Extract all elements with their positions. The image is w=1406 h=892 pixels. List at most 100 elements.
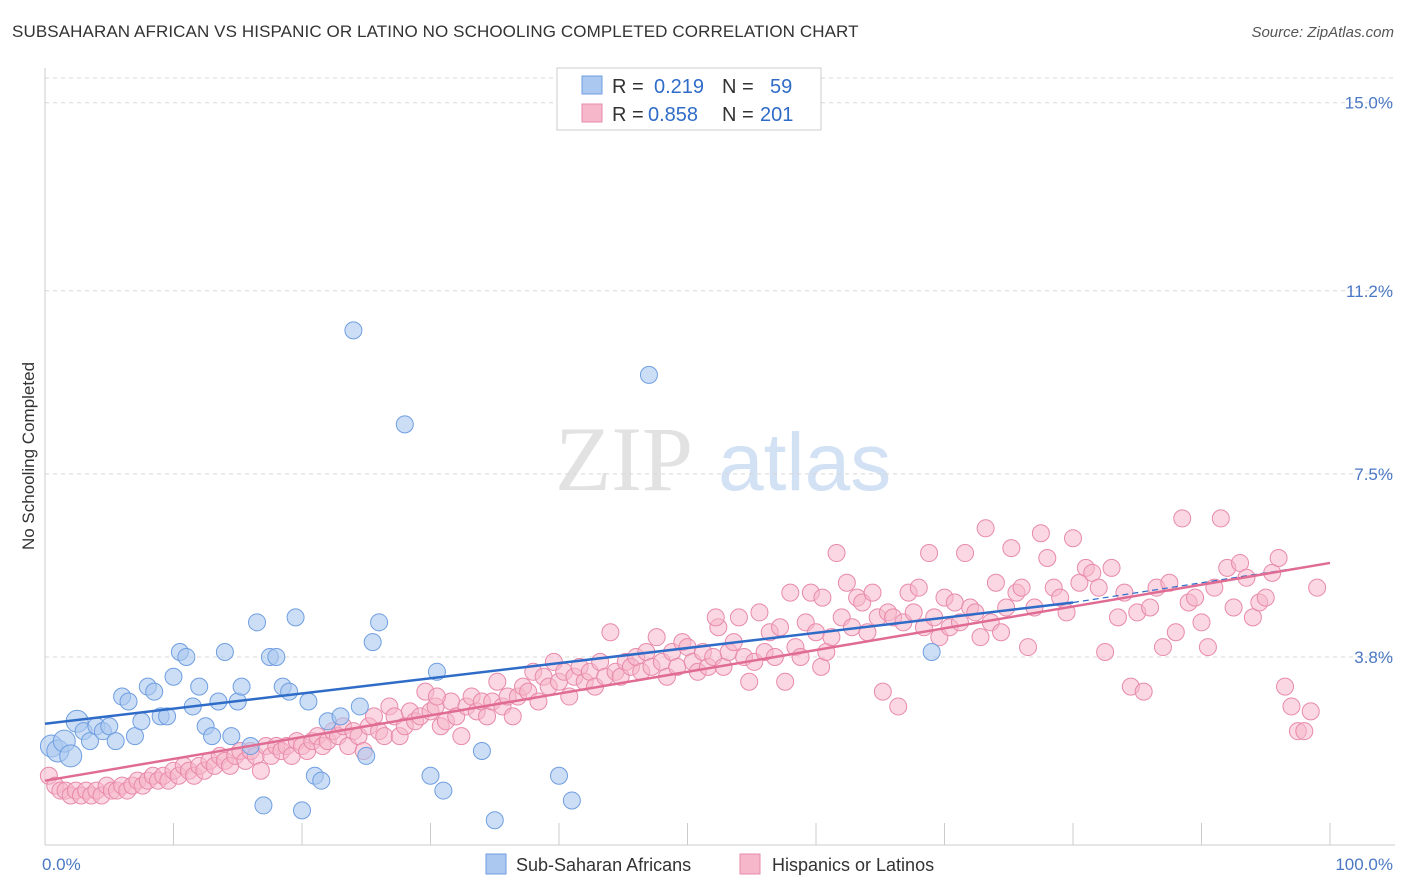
hispanics-point-218 — [1198, 638, 1217, 657]
subsaharan-point-51 — [421, 766, 440, 785]
hispanics-point-182 — [976, 519, 995, 538]
hispanics-point-200 — [1083, 563, 1102, 582]
axes — [44, 68, 1395, 846]
x-tick-label-1: 100.0% — [1335, 855, 1393, 874]
stats-legend: R = 0.219 N = 59 R = 0.858 N = 201 — [556, 67, 822, 131]
hispanics-point-235 — [1308, 578, 1327, 597]
hispanics-point-209 — [1141, 598, 1160, 617]
hispanics-point-195 — [1051, 588, 1070, 607]
hispanics-point-41 — [251, 761, 270, 780]
hispanics-point-136 — [740, 672, 759, 691]
y-tick-label-1: 7.5% — [1354, 465, 1393, 484]
subsaharan-point-47 — [357, 746, 376, 765]
hispanics-point-165 — [889, 697, 908, 716]
subsaharan-point-42 — [312, 771, 331, 790]
subsaharan-point-48 — [363, 633, 382, 652]
y-tick-labels: 3.8% 7.5% 11.2% 15.0% — [1345, 94, 1393, 667]
hispanics-point-225 — [1243, 608, 1262, 627]
gridlines — [45, 77, 1395, 658]
subsaharan-point-45 — [344, 321, 363, 340]
hispanics-point-144 — [781, 583, 800, 602]
subsaharan-point-14 — [132, 712, 151, 731]
subsaharan-point-55 — [485, 811, 504, 830]
subsaharan-point-23 — [190, 677, 209, 696]
x-tick-labels: 0.0% 100.0% — [42, 855, 1393, 874]
hispanics-point-208 — [1134, 682, 1153, 701]
subsaharan-point-19 — [164, 667, 183, 686]
hispanics-point-192 — [1031, 524, 1050, 543]
watermark: ZIP atlas — [555, 408, 891, 510]
legend-item-subsaharan-label: Sub-Saharan Africans — [516, 855, 691, 875]
hispanics-point-237 — [427, 687, 446, 706]
hispanics-point-152 — [822, 628, 841, 647]
hispanics-point-214 — [1173, 509, 1192, 528]
trend-line-subsaharan — [44, 601, 1074, 726]
chart-source: Source: ZipAtlas.com — [1251, 24, 1394, 41]
hispanics-point-90 — [503, 707, 522, 726]
hispanics-point-227 — [1256, 588, 1275, 607]
y-tick-label-3: 15.0% — [1345, 94, 1393, 113]
subsaharan-point-50 — [395, 415, 414, 434]
legend-r-value-1: 0.219 — [654, 76, 704, 98]
hispanics-point-155 — [837, 573, 856, 592]
legend-item-hispanics-label: Hispanics or Latinos — [772, 855, 934, 875]
hispanics-point-142 — [771, 618, 790, 637]
subsaharan-point-12 — [119, 692, 138, 711]
subsaharan-point-53 — [434, 781, 453, 800]
hispanics-point-229 — [1269, 548, 1288, 567]
subsaharan-point-25 — [203, 727, 222, 746]
hispanics-point-185 — [992, 623, 1011, 642]
y-axis-label: No Schooling Completed — [19, 362, 38, 550]
legend-item-hispanics-swatch — [739, 853, 761, 875]
subsaharan-point-35 — [267, 647, 286, 666]
subsaharan-point-46 — [350, 697, 369, 716]
subsaharan-point-30 — [232, 677, 251, 696]
subsaharan-point-54 — [472, 741, 491, 760]
legend-item-subsaharan-swatch — [485, 853, 507, 875]
subsaharan-point-33 — [254, 796, 273, 815]
trend-lines — [44, 561, 1331, 782]
hispanics-point-216 — [1186, 588, 1205, 607]
hispanics-point-223 — [1231, 553, 1250, 572]
subsaharan-point-10 — [106, 732, 125, 751]
trend-line-subsaharan-extension — [1072, 562, 1331, 604]
hispanics-point-80 — [452, 727, 471, 746]
series-hispanics-points — [39, 509, 1327, 805]
hispanics-point-198 — [1070, 573, 1089, 592]
hispanics-point-234 — [1301, 702, 1320, 721]
y-tick-label-2: 11.2% — [1346, 282, 1393, 301]
y-tick-label-0: 3.8% — [1354, 648, 1393, 667]
hispanics-point-87 — [488, 672, 507, 691]
hispanics-point-176 — [945, 593, 964, 612]
hispanics-point-162 — [873, 682, 892, 701]
legend-n-value-2: 201 — [760, 104, 793, 126]
subsaharan-point-6 — [80, 732, 99, 751]
hispanics-point-190 — [1019, 638, 1038, 657]
hispanics-point-189 — [1012, 578, 1031, 597]
hispanics-point-204 — [1108, 608, 1127, 627]
hispanics-point-233 — [1295, 722, 1314, 741]
hispanics-point-203 — [1102, 558, 1121, 577]
subsaharan-point-39 — [293, 801, 311, 820]
subsaharan-point-16 — [145, 682, 164, 701]
hispanics-point-231 — [1282, 697, 1301, 716]
hispanics-point-211 — [1153, 638, 1172, 657]
subsaharan-point-37 — [280, 682, 299, 701]
hispanics-point-160 — [863, 583, 882, 602]
hispanics-point-118 — [647, 628, 666, 647]
hispanics-point-222 — [1224, 598, 1243, 617]
hispanics-point-236 — [813, 588, 832, 607]
x-tick-label-0: 0.0% — [42, 855, 81, 874]
hispanics-point-153 — [827, 544, 846, 563]
legend-r-value-2: 0.858 — [648, 104, 698, 126]
subsaharan-point-3 — [59, 744, 83, 768]
legend-r-label-1: R = — [612, 76, 644, 98]
hispanics-point-109 — [601, 623, 620, 642]
subsaharan-point-21 — [177, 647, 196, 666]
hispanics-point-65 — [375, 727, 394, 746]
subsaharan-point-32 — [248, 613, 267, 632]
hispanics-point-178 — [956, 544, 975, 563]
hispanics-point-230 — [1276, 677, 1295, 696]
hispanics-point-193 — [1038, 548, 1057, 567]
hispanics-point-220 — [1211, 509, 1230, 528]
